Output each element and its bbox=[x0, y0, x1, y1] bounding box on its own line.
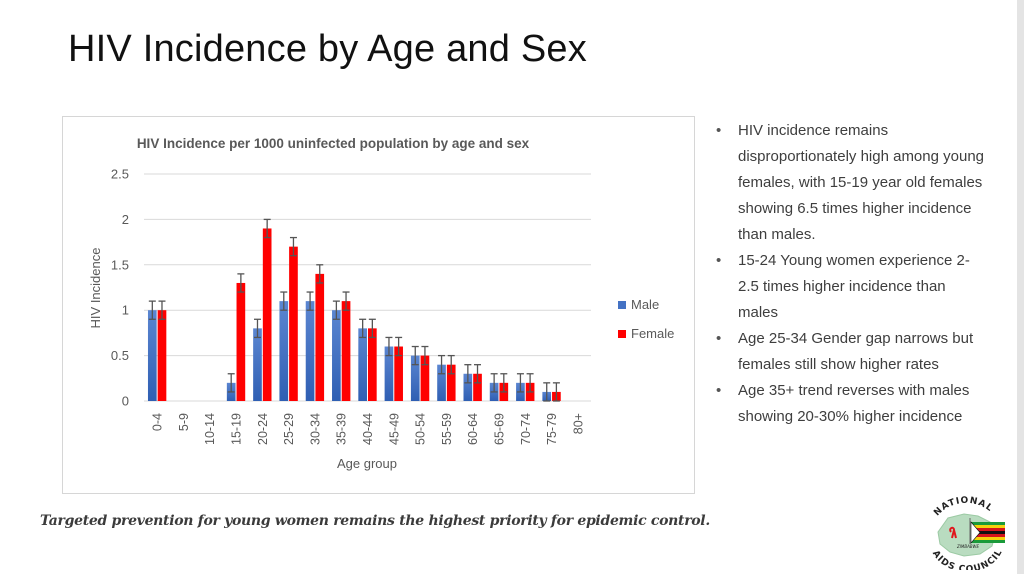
bullet-item: Age 35+ trend reverses with males showin… bbox=[716, 378, 986, 430]
x-tick-label: 30-34 bbox=[308, 413, 322, 445]
bullet-item: Age 25-34 Gender gap narrows but females… bbox=[716, 326, 986, 378]
x-tick-label: 10-14 bbox=[203, 413, 217, 445]
x-tick-label: 65-69 bbox=[492, 413, 506, 445]
key-findings-list: HIV incidence remains disproportionately… bbox=[716, 118, 986, 430]
bar-female-55-59 bbox=[446, 364, 456, 401]
error-bar-female-20-24 bbox=[263, 218, 271, 239]
error-bar-female-60-64 bbox=[474, 364, 482, 384]
error-bar-male-35-39 bbox=[332, 300, 340, 320]
chart-container: HIV Incidence per 1000 uninfected popula… bbox=[62, 116, 695, 494]
x-tick-label: 40-44 bbox=[361, 413, 375, 445]
y-tick-label: 0 bbox=[122, 394, 129, 409]
x-tick-label: 20-24 bbox=[256, 413, 270, 445]
legend-label-female: Female bbox=[631, 326, 674, 341]
x-tick-label: 70-74 bbox=[519, 413, 533, 445]
error-bar-male-55-59 bbox=[438, 354, 446, 375]
error-bar-male-20-24 bbox=[253, 318, 261, 339]
error-bar-male-65-69 bbox=[490, 373, 498, 393]
national-aids-council-logo: ZIMBABWE NATIONAL AIDS COUNCIL bbox=[930, 496, 1005, 570]
bar-female-25-29 bbox=[289, 246, 298, 401]
bar-male-20-24 bbox=[253, 328, 262, 401]
bar-male-55-59 bbox=[437, 364, 446, 401]
legend-swatch-female bbox=[618, 330, 626, 338]
bar-female-45-49 bbox=[394, 346, 403, 401]
y-tick-label: 2.5 bbox=[111, 167, 129, 182]
bar-male-40-44 bbox=[358, 328, 367, 401]
error-bar-female-45-49 bbox=[395, 336, 403, 357]
bar-female-20-24 bbox=[262, 228, 272, 401]
bar-male-30-34 bbox=[305, 301, 315, 401]
bar-male-0-4 bbox=[147, 310, 157, 401]
bar-female-40-44 bbox=[368, 328, 377, 401]
x-tick-label: 75-79 bbox=[545, 413, 559, 445]
error-bar-female-75-79 bbox=[552, 382, 560, 402]
y-tick-label: 1 bbox=[122, 303, 129, 318]
bar-female-60-64 bbox=[473, 373, 482, 401]
error-bar-female-65-69 bbox=[500, 373, 508, 393]
x-tick-label: 45-49 bbox=[387, 413, 401, 445]
bullet-item: HIV incidence remains disproportionately… bbox=[716, 118, 986, 248]
y-tick-label: 0.5 bbox=[111, 348, 129, 363]
footer-note: Targeted prevention for young women rema… bbox=[40, 513, 710, 529]
y-axis-label: HIV Incidence bbox=[88, 248, 103, 329]
error-bar-female-30-34 bbox=[316, 264, 324, 284]
error-bar-female-40-44 bbox=[368, 318, 376, 339]
x-tick-label: 35-39 bbox=[335, 413, 349, 445]
slide-edge bbox=[1017, 0, 1024, 574]
error-bar-female-35-39 bbox=[342, 291, 350, 311]
error-bar-male-30-34 bbox=[306, 291, 314, 311]
bar-female-0-4 bbox=[157, 310, 167, 401]
error-bar-female-25-29 bbox=[289, 236, 297, 257]
error-bar-male-50-54 bbox=[411, 345, 419, 366]
error-bar-male-25-29 bbox=[280, 291, 288, 311]
bar-male-60-64 bbox=[463, 373, 473, 401]
bar-female-35-39 bbox=[341, 301, 351, 401]
error-bar-female-0-4 bbox=[158, 300, 166, 320]
red-ribbon-icon bbox=[949, 526, 957, 539]
error-bar-male-75-79 bbox=[543, 382, 551, 402]
error-bar-female-55-59 bbox=[447, 354, 455, 375]
error-bar-male-60-64 bbox=[464, 364, 472, 384]
error-bar-male-0-4 bbox=[148, 300, 156, 320]
x-tick-label: 0-4 bbox=[151, 413, 165, 431]
chart-legend: Male Female bbox=[618, 297, 674, 341]
bar-male-45-49 bbox=[384, 346, 394, 401]
bar-female-30-34 bbox=[315, 273, 325, 401]
x-tick-label: 55-59 bbox=[440, 413, 454, 445]
legend-swatch-male bbox=[618, 301, 626, 309]
x-tick-label: 60-64 bbox=[466, 413, 480, 445]
error-bar-male-15-19 bbox=[227, 373, 235, 393]
error-bar-male-40-44 bbox=[359, 318, 367, 339]
error-bar-female-50-54 bbox=[421, 345, 429, 366]
y-tick-label: 1.5 bbox=[111, 257, 129, 272]
error-bar-male-45-49 bbox=[385, 336, 393, 357]
bar-female-15-19 bbox=[236, 282, 246, 401]
error-bar-female-15-19 bbox=[237, 273, 245, 293]
bar-male-25-29 bbox=[279, 301, 289, 401]
logo-center-text: ZIMBABWE bbox=[956, 544, 980, 549]
x-tick-label: 5-9 bbox=[177, 413, 191, 431]
x-tick-label: 80+ bbox=[571, 413, 585, 434]
error-bar-male-70-74 bbox=[516, 373, 524, 393]
x-tick-label: 25-29 bbox=[282, 413, 296, 445]
bar-male-50-54 bbox=[410, 355, 420, 401]
chart-title: HIV Incidence per 1000 uninfected popula… bbox=[137, 136, 530, 151]
error-bar-female-70-74 bbox=[526, 373, 534, 393]
x-tick-label: 15-19 bbox=[230, 413, 244, 445]
bar-female-50-54 bbox=[420, 355, 430, 401]
zimbabwe-flag-icon bbox=[969, 518, 1005, 544]
bar-male-35-39 bbox=[332, 310, 341, 401]
y-tick-label: 2 bbox=[122, 212, 129, 227]
x-tick-label: 50-54 bbox=[414, 413, 428, 445]
x-axis-label: Age group bbox=[337, 456, 397, 471]
slide-title: HIV Incidence by Age and Sex bbox=[68, 28, 587, 70]
legend-label-male: Male bbox=[631, 297, 659, 312]
bar-chart: HIV Incidence per 1000 uninfected popula… bbox=[88, 136, 674, 471]
bullet-item: 15-24 Young women experience 2-2.5 times… bbox=[716, 248, 986, 326]
